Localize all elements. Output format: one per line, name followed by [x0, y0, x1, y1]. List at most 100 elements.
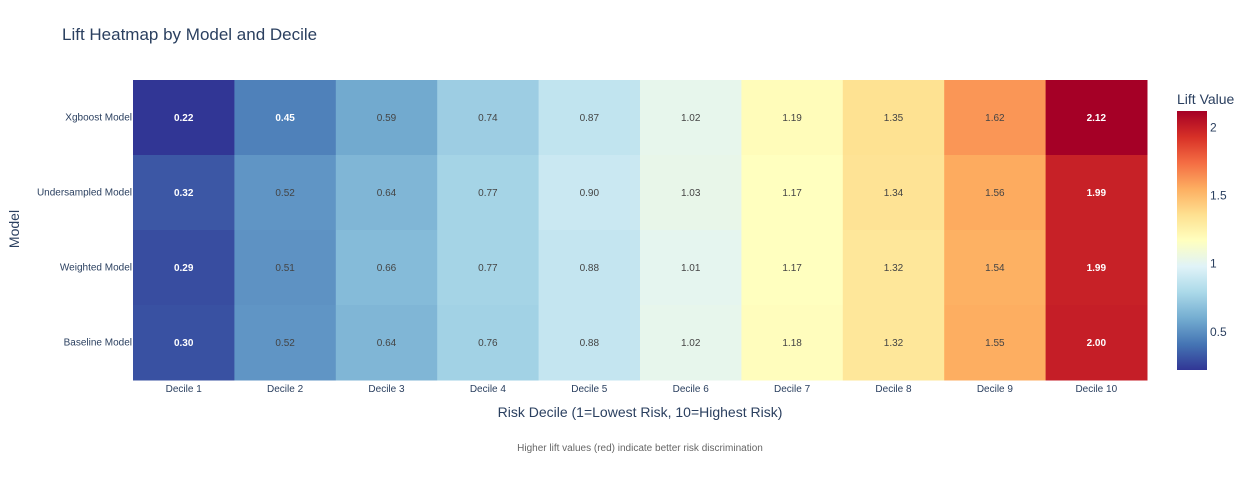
- x-tick-label: Decile 8: [875, 384, 912, 395]
- heatmap-cell: [842, 80, 945, 156]
- cell-value-label: 1.99: [1087, 263, 1107, 274]
- x-tick-label: Decile 4: [470, 384, 507, 395]
- heatmap-cell: [842, 155, 945, 231]
- colorbar-tick-label: 1.5: [1210, 189, 1227, 203]
- colorbar: [1177, 111, 1207, 370]
- cell-value-label: 0.77: [478, 263, 498, 274]
- heatmap-cell: [842, 230, 945, 306]
- colorbar-tick-label: 2: [1210, 120, 1217, 134]
- heatmap-cell: [437, 80, 540, 156]
- colorbar-title: Lift Value: [1177, 91, 1235, 107]
- cell-value-label: 1.99: [1087, 188, 1107, 199]
- cell-value-label: 1.02: [681, 113, 701, 124]
- heatmap-cell: [437, 155, 540, 231]
- heatmap-cell: [842, 305, 945, 381]
- cell-value-label: 0.64: [377, 338, 397, 349]
- cell-value-label: 0.45: [275, 113, 295, 124]
- heatmap-cell: [640, 155, 742, 231]
- colorbar-tick-label: 1: [1210, 257, 1217, 271]
- heatmap-cell: [335, 155, 438, 231]
- x-tick-label: Decile 9: [977, 384, 1014, 395]
- cell-value-label: 0.88: [580, 263, 600, 274]
- x-tick-label: Decile 6: [673, 384, 710, 395]
- heatmap-cell-labels: 0.22 0.45 0.59 0.74 0.87 1.02 1.19 1.35 1.62 2.12…: [174, 113, 1107, 349]
- cell-value-label: 2.12: [1087, 113, 1107, 124]
- cell-value-label: 0.66: [377, 263, 397, 274]
- cell-value-label: 1.55: [985, 338, 1005, 349]
- x-tick-label: Decile 2: [267, 384, 304, 395]
- heatmap-cell: [437, 230, 540, 306]
- cell-value-label: 1.32: [884, 338, 904, 349]
- cell-value-label: 0.32: [174, 188, 194, 199]
- heatmap-cell: [234, 305, 337, 381]
- cell-value-label: 0.52: [275, 188, 295, 199]
- cell-value-label: 0.59: [377, 113, 397, 124]
- heatmap-cell: [335, 80, 438, 156]
- cell-value-label: 1.32: [884, 263, 904, 274]
- x-tick-label: Decile 10: [1075, 384, 1117, 395]
- cell-value-label: 1.34: [884, 188, 904, 199]
- cell-value-label: 1.54: [985, 263, 1005, 274]
- cell-value-label: 0.52: [275, 338, 295, 349]
- heatmap-cell: [335, 230, 438, 306]
- cell-value-label: 1.62: [985, 113, 1005, 124]
- heatmap-cell: [1045, 305, 1148, 381]
- cell-value-label: 0.64: [377, 188, 397, 199]
- heatmap-cell: [133, 305, 235, 381]
- y-axis-title: Model: [6, 210, 22, 248]
- heatmap-cell: [741, 80, 844, 156]
- colorbar-ticks: 0.5 1 1.5 2: [1210, 120, 1227, 338]
- cell-value-label: 0.29: [174, 263, 194, 274]
- cell-value-label: 0.90: [580, 188, 600, 199]
- y-tick-label: Baseline Model: [64, 338, 132, 349]
- x-tick-label: Decile 7: [774, 384, 811, 395]
- cell-value-label: 1.01: [681, 263, 701, 274]
- heatmap-cell: [538, 155, 641, 231]
- heatmap-cell: [234, 230, 337, 306]
- heatmap-cell: [741, 230, 844, 306]
- cell-value-label: 0.88: [580, 338, 600, 349]
- x-tick-label: Decile 3: [368, 384, 405, 395]
- heatmap-cell: [1045, 80, 1148, 156]
- cell-value-label: 1.35: [884, 113, 904, 124]
- heatmap-cell: [944, 155, 1047, 231]
- heatmap-cell: [640, 80, 742, 156]
- heatmap-cell: [234, 80, 337, 156]
- cell-value-label: 1.19: [782, 113, 802, 124]
- cell-value-label: 1.18: [782, 338, 802, 349]
- heatmap-cell: [1045, 155, 1148, 231]
- cell-value-label: 1.02: [681, 338, 701, 349]
- x-tick-label: Decile 1: [166, 384, 203, 395]
- y-tick-label: Xgboost Model: [65, 113, 132, 124]
- y-tick-label: Undersampled Model: [37, 188, 132, 199]
- colorbar-tick-label: 0.5: [1210, 325, 1227, 339]
- x-axis-title: Risk Decile (1=Lowest Risk, 10=Highest R…: [498, 404, 783, 420]
- cell-value-label: 2.00: [1087, 338, 1107, 349]
- cell-value-label: 1.17: [782, 263, 802, 274]
- heatmap-cell: [538, 305, 641, 381]
- heatmap-cell: [640, 230, 742, 306]
- heatmap-cell: [944, 230, 1047, 306]
- heatmap-cell: [741, 305, 844, 381]
- heatmap-cell: [741, 155, 844, 231]
- heatmap-cell: [538, 230, 641, 306]
- cell-value-label: 1.03: [681, 188, 701, 199]
- heatmap-cell: [944, 80, 1047, 156]
- cell-value-label: 0.74: [478, 113, 498, 124]
- x-tick-label: Decile 5: [571, 384, 608, 395]
- cell-value-label: 0.76: [478, 338, 498, 349]
- x-axis-ticks: Decile 1 Decile 2 Decile 3 Decile 4 Decile 5…: [166, 384, 1118, 395]
- heatmap-cell: [944, 305, 1047, 381]
- cell-value-label: 0.22: [174, 113, 194, 124]
- heatmap-cell: [1045, 230, 1148, 306]
- heatmap-cell: [234, 155, 337, 231]
- heatmap-cell: [133, 80, 235, 156]
- chart-title: Lift Heatmap by Model and Decile: [62, 25, 317, 44]
- cell-value-label: 0.30: [174, 338, 194, 349]
- heatmap-cell: [437, 305, 540, 381]
- cell-value-label: 1.56: [985, 188, 1005, 199]
- cell-value-label: 1.17: [782, 188, 802, 199]
- cell-value-label: 0.51: [275, 263, 295, 274]
- heatmap-cell: [133, 155, 235, 231]
